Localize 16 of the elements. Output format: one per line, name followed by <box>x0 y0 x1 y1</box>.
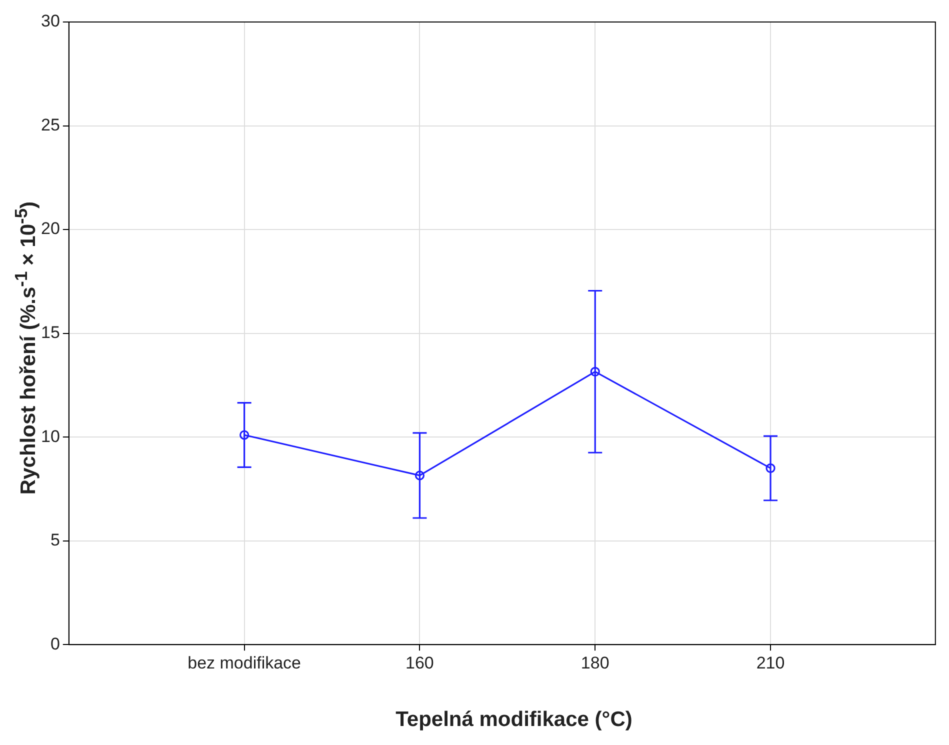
x-tick-label: 210 <box>756 653 785 672</box>
point <box>766 463 776 473</box>
x-axis-title: Tepelná modifikace (°C) <box>394 708 634 732</box>
point <box>590 366 600 376</box>
y-tick-label: 10 <box>40 426 60 446</box>
point <box>240 430 250 440</box>
y-tick-label: 15 <box>40 322 60 342</box>
x-tick-label: bez modifikace <box>188 653 302 672</box>
y-tick-label: 30 <box>40 12 60 31</box>
y-tick-label: 20 <box>40 219 60 238</box>
x-tick-label: 160 <box>406 653 434 672</box>
point <box>414 470 425 480</box>
y-tick-label: 25 <box>40 115 60 134</box>
y-tick-label: 0 <box>50 634 60 654</box>
y-tick-label: 5 <box>50 530 60 550</box>
x-tick-label: 180 <box>580 653 610 672</box>
